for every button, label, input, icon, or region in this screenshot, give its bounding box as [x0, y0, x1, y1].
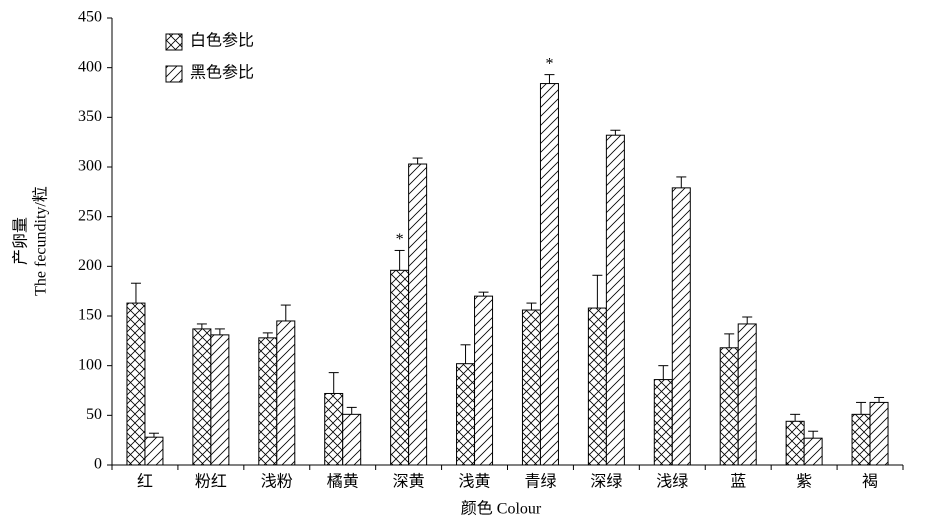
bar — [869, 401, 889, 466]
error-bar — [460, 344, 471, 364]
error-bar — [856, 401, 867, 415]
significance-mark: * — [545, 55, 553, 72]
bar — [210, 334, 230, 466]
error-bar — [394, 249, 405, 271]
bar — [653, 379, 673, 466]
x-tick-label: 浅黄 — [459, 473, 491, 491]
bar — [390, 269, 410, 466]
x-tick-label: 青绿 — [524, 473, 556, 491]
bar — [342, 413, 362, 466]
y-tick-label: 100 — [78, 356, 102, 373]
bar — [456, 363, 476, 466]
error-bar — [478, 291, 489, 297]
bar — [474, 295, 494, 466]
x-tick-label: 粉红 — [195, 473, 227, 491]
error-bar — [742, 316, 753, 324]
bar — [408, 163, 428, 466]
error-bar — [724, 333, 735, 348]
bar — [539, 83, 559, 466]
error-bar — [544, 74, 555, 84]
y-tick-label: 0 — [94, 456, 102, 473]
bar — [803, 437, 823, 466]
legend-swatch — [165, 33, 183, 51]
legend-swatch — [165, 65, 183, 83]
x-tick-label: 深黄 — [393, 473, 425, 491]
y-tick-label: 50 — [86, 406, 102, 423]
bar — [276, 320, 296, 466]
x-axis-label: 颜色 Colour — [461, 500, 542, 518]
bar — [521, 309, 541, 466]
bar — [719, 347, 739, 466]
x-tick-label: 浅粉 — [261, 473, 293, 491]
error-bar — [874, 396, 885, 403]
bar — [605, 134, 625, 466]
error-bar — [658, 365, 669, 380]
error-bar — [808, 430, 819, 439]
bar — [144, 436, 164, 466]
y-tick-label: 300 — [78, 158, 102, 175]
legend-label: 白色参比 — [190, 32, 254, 50]
error-bar — [346, 406, 357, 415]
error-bar — [790, 413, 801, 422]
error-bar — [214, 328, 225, 335]
error-bar — [130, 282, 141, 304]
bar — [324, 392, 344, 466]
error-bar — [328, 372, 339, 394]
y-axis-label: The fecundity/粒 — [32, 186, 50, 296]
x-tick-label: 紫 — [796, 473, 812, 491]
bar — [851, 413, 871, 466]
x-tick-label: 红 — [137, 473, 153, 491]
bar — [258, 337, 278, 466]
bar — [587, 307, 607, 466]
significance-mark: * — [396, 231, 404, 248]
x-tick-label: 橘黄 — [327, 473, 359, 491]
error-bar — [592, 274, 603, 309]
x-tick-label: 褐 — [862, 473, 878, 491]
error-bar — [196, 323, 207, 329]
y-tick-label: 150 — [78, 307, 102, 324]
y-tick-label: 200 — [78, 257, 102, 274]
error-bar — [610, 129, 621, 136]
legend-label: 黑色参比 — [190, 64, 254, 82]
y-axis-label: 产卵量 — [12, 217, 30, 265]
error-bar — [676, 176, 687, 188]
y-tick-label: 350 — [78, 108, 102, 125]
x-tick-label: 浅绿 — [656, 473, 688, 491]
error-bar — [412, 157, 423, 165]
y-tick-label: 250 — [78, 207, 102, 224]
error-bar — [526, 302, 537, 311]
error-bar — [280, 304, 291, 321]
bar — [126, 302, 146, 466]
y-tick-label: 400 — [78, 58, 102, 75]
x-tick-label: 深绿 — [590, 473, 622, 491]
bar — [737, 323, 757, 466]
bar — [671, 187, 691, 466]
error-bar — [262, 332, 273, 338]
bar — [785, 420, 805, 466]
x-tick-label: 蓝 — [730, 473, 746, 491]
error-bar — [148, 432, 159, 438]
bar — [192, 328, 212, 466]
y-tick-label: 450 — [78, 9, 102, 26]
